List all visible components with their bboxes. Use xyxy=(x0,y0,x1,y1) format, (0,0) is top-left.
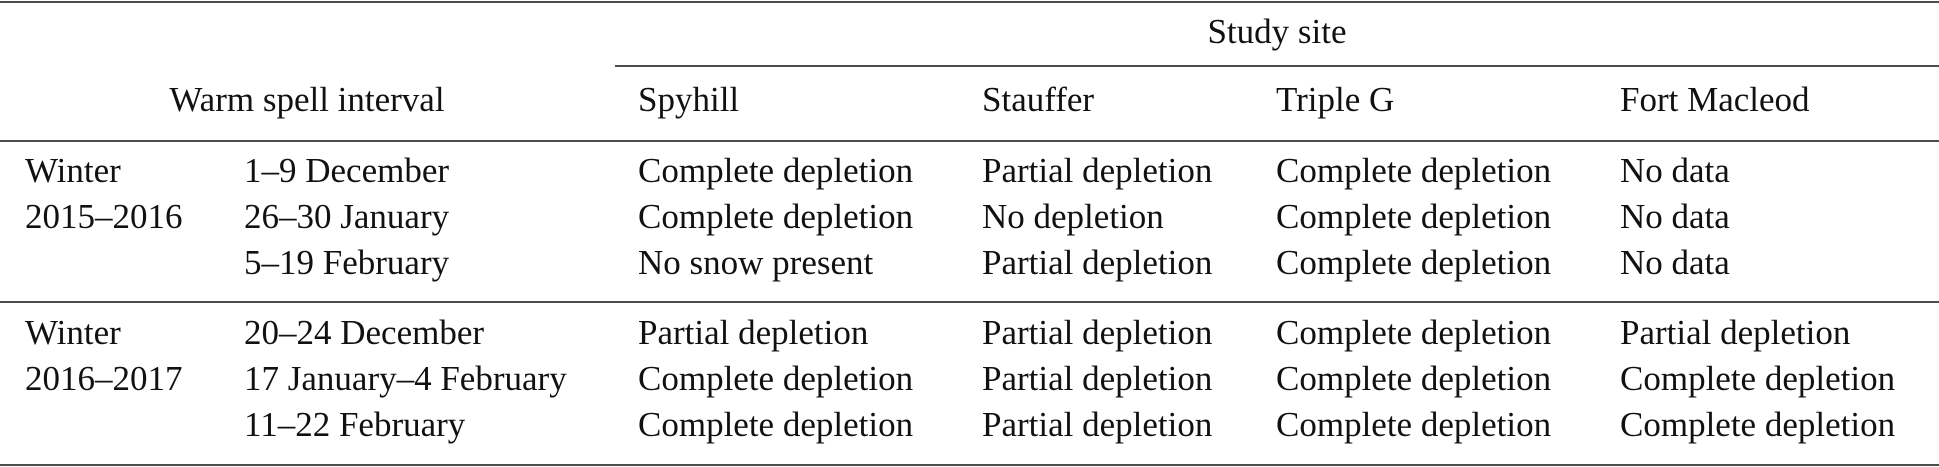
site-header: Spyhill xyxy=(638,80,739,119)
cell: Partial depletion xyxy=(982,405,1212,444)
cell: Complete depletion xyxy=(638,197,913,236)
cell: Complete depletion xyxy=(1276,359,1551,398)
cell: Complete depletion xyxy=(1276,197,1551,236)
interval: 20–24 December xyxy=(244,313,484,352)
cell: Partial depletion xyxy=(982,359,1212,398)
interval: 17 January–4 February xyxy=(244,359,567,398)
interval: 5–19 February xyxy=(244,243,450,282)
group-name: 2016–2017 xyxy=(25,359,183,398)
cell: Complete depletion xyxy=(638,151,913,190)
cell: No data xyxy=(1620,243,1730,282)
cell: Complete depletion xyxy=(1276,405,1551,444)
cell: Complete depletion xyxy=(1276,151,1551,190)
group-name: 2015–2016 xyxy=(25,197,183,236)
site-header: Stauffer xyxy=(982,80,1094,119)
interval: 1–9 December xyxy=(244,151,449,190)
site-header: Triple G xyxy=(1276,80,1394,119)
cell: Complete depletion xyxy=(1276,313,1551,352)
cell: Complete depletion xyxy=(638,405,913,444)
cell: Partial depletion xyxy=(1620,313,1850,352)
cell: Partial depletion xyxy=(982,151,1212,190)
cell: No data xyxy=(1620,151,1730,190)
cell: Partial depletion xyxy=(982,313,1212,352)
cell: No data xyxy=(1620,197,1730,236)
cell: No depletion xyxy=(982,197,1164,236)
cell: Complete depletion xyxy=(638,359,913,398)
group-name: Winter xyxy=(25,313,121,352)
group-name: Winter xyxy=(25,151,121,190)
cell: Partial depletion xyxy=(982,243,1212,282)
cell: Complete depletion xyxy=(1620,405,1895,444)
cell: No snow present xyxy=(638,243,874,282)
interval: 11–22 February xyxy=(244,405,466,444)
cell: Complete depletion xyxy=(1276,243,1551,282)
group-label: Study site xyxy=(1207,12,1346,51)
interval: 26–30 January xyxy=(244,197,450,236)
site-header: Fort Macleod xyxy=(1620,80,1810,119)
cell: Partial depletion xyxy=(638,313,868,352)
cell: Complete depletion xyxy=(1620,359,1895,398)
row-label: Warm spell interval xyxy=(169,80,444,119)
